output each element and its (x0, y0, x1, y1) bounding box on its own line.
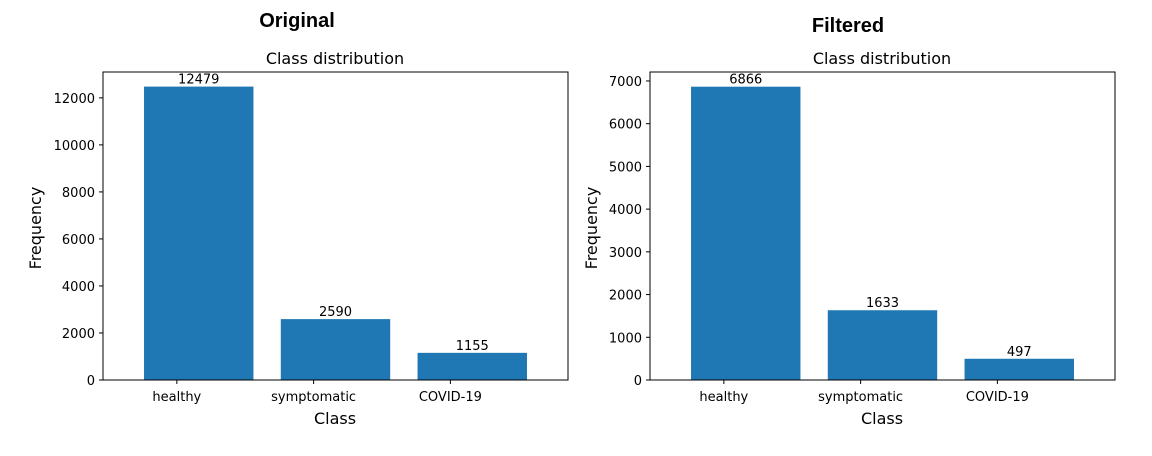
bars: 6866 1633 497 (691, 73, 1074, 380)
y-tick-label: 4000 (62, 280, 95, 295)
y-tick-label: 7000 (609, 75, 642, 90)
bar-symptomatic (280, 319, 391, 380)
x-ticks: healthy symptomatic COVID-19 (699, 380, 1029, 405)
bar-healthy (691, 86, 801, 380)
right-heading: Filtered (812, 15, 884, 37)
y-tick-label: 0 (634, 374, 642, 389)
y-tick-label: 0 (87, 374, 95, 389)
y-axis-label: Frequency (26, 187, 45, 270)
bar-value-label: 6866 (729, 73, 762, 88)
y-tick-label: 2000 (609, 289, 642, 304)
y-tick-label: 12000 (54, 92, 95, 107)
bar-covid-19 (964, 358, 1074, 380)
bar-healthy (144, 86, 254, 380)
bar-symptomatic (827, 310, 938, 380)
bars: 12479 2590 1155 (144, 73, 527, 380)
x-tick-label: symptomatic (818, 390, 903, 405)
chart-title: Class distribution (266, 49, 404, 68)
x-ticks: healthy symptomatic COVID-19 (152, 380, 482, 405)
x-tick-label: COVID-19 (419, 390, 482, 405)
x-tick-label: healthy (699, 390, 748, 405)
bar-value-label: 1155 (456, 339, 489, 354)
bar-covid-19 (417, 352, 527, 380)
original-chart: Class distribution 12479 2590 1155 0 2000 40… (26, 49, 569, 428)
y-tick-label: 4000 (609, 203, 642, 218)
y-tick-label: 8000 (62, 186, 95, 201)
filtered-chart: Class distribution 6866 1633 497 0 1000 2000… (582, 49, 1116, 428)
y-tick-label: 6000 (609, 118, 642, 133)
left-heading: Original (259, 10, 335, 32)
x-axis-label: Class (861, 409, 903, 428)
x-tick-label: healthy (152, 390, 201, 405)
y-ticks: 0 1000 2000 3000 4000 5000 6000 7000 (609, 75, 650, 389)
bar-value-label: 497 (1007, 345, 1032, 360)
y-tick-label: 1000 (609, 331, 642, 346)
x-tick-label: symptomatic (271, 390, 356, 405)
bar-value-label: 2590 (319, 305, 352, 320)
chart-title: Class distribution (813, 49, 951, 68)
y-tick-label: 6000 (62, 233, 95, 248)
y-tick-label: 5000 (609, 160, 642, 175)
x-tick-label: COVID-19 (966, 390, 1029, 405)
y-ticks: 0 2000 4000 6000 8000 10000 12000 (54, 92, 103, 389)
y-axis-label: Frequency (582, 187, 601, 270)
bar-value-label: 1633 (866, 296, 899, 311)
y-tick-label: 10000 (54, 139, 95, 154)
y-tick-label: 2000 (62, 327, 95, 342)
plot-frame (102, 71, 569, 381)
plot-frame (649, 71, 1116, 381)
x-axis-label: Class (314, 409, 356, 428)
bar-value-label: 12479 (178, 73, 219, 88)
y-tick-label: 3000 (609, 246, 642, 261)
